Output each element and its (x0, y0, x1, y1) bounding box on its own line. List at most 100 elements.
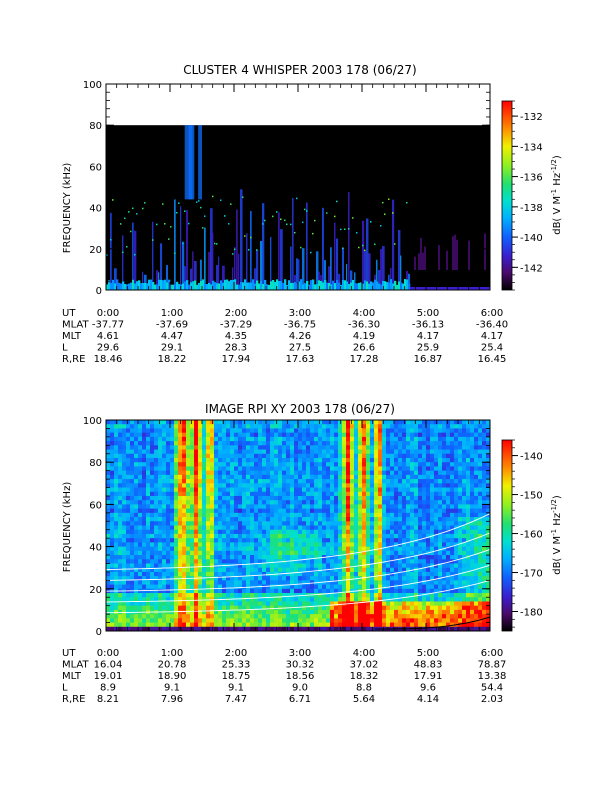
spectrogram-cell (350, 466, 355, 472)
spectrogram-cell (170, 479, 175, 484)
spectrogram-cell (330, 563, 335, 569)
spectrogram-cell (348, 192, 350, 284)
spectrogram-cell (406, 609, 411, 615)
spectrogram-cell (476, 287, 479, 290)
spectrogram-cell (110, 593, 115, 598)
spectrogram-cell (110, 483, 115, 488)
spectrogram-cell (454, 428, 459, 434)
spectrogram-cell (374, 593, 379, 598)
spectrogram-cell (410, 571, 415, 577)
spectrogram-cell (266, 457, 271, 463)
spectrogram-cell (126, 563, 131, 569)
spectrogram-cell (242, 626, 247, 632)
spectrogram-cell (402, 563, 407, 569)
spectrogram-cell (238, 533, 243, 539)
spectrogram-cell (302, 546, 307, 552)
spectrogram-cell (166, 567, 171, 573)
spectrogram-cell (238, 253, 240, 285)
spectrogram-cell (398, 445, 403, 450)
spectrogram-cell (286, 521, 291, 526)
spectrogram-cell (118, 449, 123, 455)
spectrogram-cell (186, 542, 191, 547)
spectrogram-cell (142, 588, 147, 594)
spectrogram-cell (178, 546, 183, 552)
spectrogram-cell (142, 462, 147, 467)
spectrogram-cell (246, 567, 251, 573)
spectrogram-cell (198, 512, 203, 518)
spectrogram-cell (334, 546, 339, 552)
spectrogram-cell (450, 483, 455, 488)
spectrogram-cell (286, 487, 291, 493)
spectrogram-cell (222, 622, 227, 628)
spectrogram-cell (254, 521, 259, 526)
spectrogram-cell (266, 533, 271, 539)
spectrogram-cell (158, 525, 163, 531)
spectrogram-cell (214, 622, 219, 628)
spectrogram-cell (378, 466, 383, 472)
spectrogram-cell (342, 424, 347, 429)
spectrogram-cell (226, 487, 231, 493)
spectrogram-cell (358, 529, 363, 535)
spectrogram-cell (314, 521, 319, 526)
spectrogram-cell (274, 576, 279, 581)
spectrogram-cell (318, 584, 323, 590)
spectrogram-cell (394, 512, 399, 518)
spectrogram-cell (438, 550, 443, 556)
spectrogram-cell (406, 453, 411, 459)
spectrogram-cell (410, 538, 415, 543)
spectrogram-cell (282, 550, 287, 556)
spectrogram-cell (218, 474, 223, 480)
spectrogram-cell (310, 280, 313, 290)
spectrogram-cell (170, 521, 175, 526)
spectrogram-cell (162, 567, 167, 573)
spectrogram-cell (290, 441, 295, 446)
spectrogram-cell (294, 529, 299, 535)
spectrogram-cell (222, 436, 227, 442)
spectrogram-cell (270, 550, 275, 556)
spectrogram-cell (106, 424, 111, 429)
spectrogram-cell (210, 567, 215, 573)
spectrogram-cell (406, 512, 411, 518)
spectrogram-cell (338, 525, 343, 531)
spectrogram-cell (130, 445, 135, 450)
spectrogram-cell (358, 550, 363, 556)
spectrogram-cell (422, 546, 427, 552)
spectrogram-cell (182, 487, 187, 493)
spectrogram-cell (302, 457, 307, 463)
spectrogram-cell (256, 249, 258, 251)
spectrogram-cell (198, 282, 201, 290)
spectrogram-cell (294, 487, 299, 493)
spectrogram-cell (274, 533, 279, 539)
spectrogram-cell (382, 479, 387, 484)
spectrogram-cell (176, 281, 179, 290)
spectrogram-cell (354, 432, 359, 438)
spectrogram-cell (382, 521, 387, 526)
spectrogram-cell (294, 500, 299, 505)
spectrogram-cell (420, 287, 423, 290)
spectrogram-cell (382, 538, 387, 543)
spectrogram-cell (278, 609, 283, 615)
spectrogram-cell (398, 559, 403, 564)
spectrogram-cell (258, 605, 263, 611)
spectrogram-cell (214, 567, 219, 573)
spectrogram-cell (230, 424, 235, 429)
spectrogram-cell (446, 567, 451, 573)
spectrogram-cell (238, 614, 243, 619)
spectrogram-cell (362, 517, 367, 522)
spectrogram-cell (330, 609, 335, 615)
spectrogram-cell (170, 626, 175, 632)
y-tick-label: 100 (83, 80, 102, 91)
spectrogram-cell (290, 525, 295, 531)
spectrogram-cell (326, 428, 331, 434)
spectrogram-cell (290, 580, 295, 585)
spectrogram-cell (290, 449, 295, 455)
spectrogram-cell (286, 457, 291, 463)
spectrogram-cell (402, 559, 407, 564)
spectrogram-cell (274, 517, 279, 522)
spectrogram-cell (430, 483, 435, 488)
spectrogram-cell (142, 271, 144, 284)
spectrogram-cell (294, 453, 299, 459)
spectrogram-cell (450, 287, 453, 290)
spectrogram-cell (264, 219, 266, 222)
spectrogram-cell (278, 622, 283, 628)
